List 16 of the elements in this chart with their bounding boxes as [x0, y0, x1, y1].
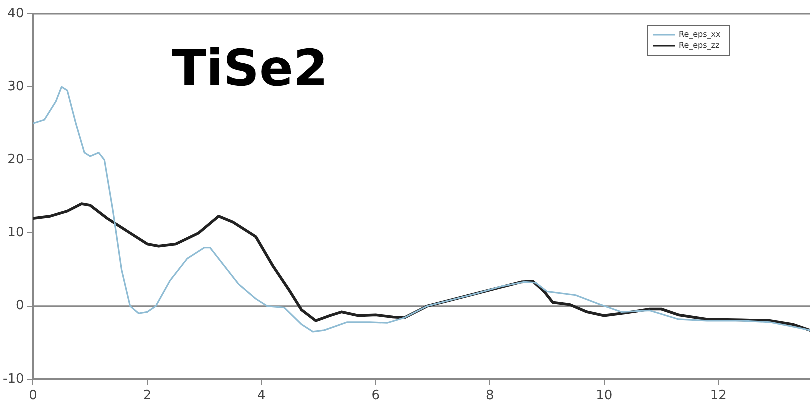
y-tick-label: 30 — [8, 79, 24, 94]
x-tick-label: 6 — [372, 388, 380, 404]
y-tick-label: -10 — [3, 372, 24, 387]
y-tick-label: 40 — [8, 6, 24, 22]
y-tick-label: 10 — [8, 226, 24, 241]
x-tick-label: 8 — [486, 388, 494, 404]
x-tick-label: 10 — [596, 388, 613, 404]
x-tick-label: 12 — [710, 388, 727, 404]
legend-label: Re_eps_xx — [679, 30, 722, 40]
legend-label: Re_eps_zz — [679, 41, 720, 50]
x-tick-label: 0 — [29, 388, 38, 404]
y-tick-label: 20 — [8, 152, 24, 168]
y-tick-label: 0 — [16, 298, 24, 314]
x-tick-label: 4 — [258, 388, 266, 404]
x-tick-label: 2 — [143, 388, 152, 404]
text: TiSe2 — [172, 39, 328, 98]
